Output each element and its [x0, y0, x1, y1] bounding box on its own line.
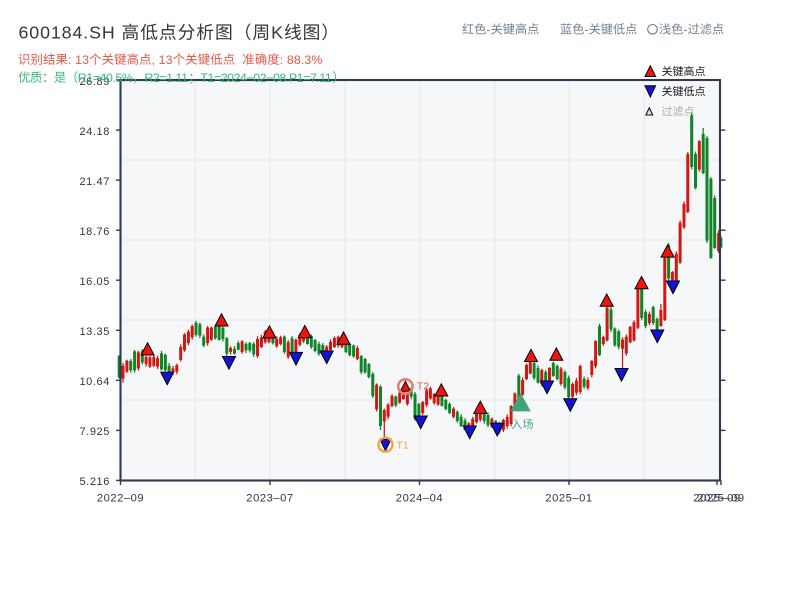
svg-text:600184.SH: 600184.SH	[19, 23, 116, 43]
svg-text:21.47: 21.47	[79, 176, 110, 188]
svg-text:26.89: 26.89	[79, 76, 110, 88]
svg-text:2025–09: 2025–09	[693, 493, 740, 505]
svg-text:7.925: 7.925	[79, 426, 110, 438]
svg-text:2022–09: 2022–09	[97, 493, 144, 505]
svg-text:, 13: , 13	[152, 53, 173, 67]
svg-text:: 88.3%: : 88.3%	[280, 53, 323, 67]
svg-text:R1=40.5%: R1=40.5%	[78, 71, 133, 85]
svg-text:T2: T2	[417, 381, 429, 393]
svg-text:5.216: 5.216	[79, 476, 110, 488]
svg-text:K: K	[271, 23, 284, 43]
svg-text:16.05: 16.05	[79, 276, 110, 288]
svg-text:2024–04: 2024–04	[396, 493, 443, 505]
svg-text:10.64: 10.64	[79, 376, 110, 388]
svg-text:: 13: : 13	[68, 53, 89, 67]
svg-text:R2=1.11: R2=1.11	[144, 71, 188, 85]
svg-text:24.18: 24.18	[79, 126, 110, 138]
svg-text:2025–01: 2025–01	[545, 493, 592, 505]
svg-text:18.76: 18.76	[79, 226, 110, 238]
svg-text:T1=2024−02−08 P1=7.11: T1=2024−02−08 P1=7.11	[200, 71, 331, 85]
svg-text:-: -	[584, 23, 588, 37]
svg-text:-: -	[486, 23, 490, 37]
svg-text:-: -	[683, 23, 687, 37]
svg-text:T1: T1	[397, 439, 409, 451]
svg-text:2023–07: 2023–07	[246, 493, 293, 505]
svg-text:13.35: 13.35	[79, 326, 110, 338]
svg-text:2025–09: 2025–09	[697, 493, 744, 505]
